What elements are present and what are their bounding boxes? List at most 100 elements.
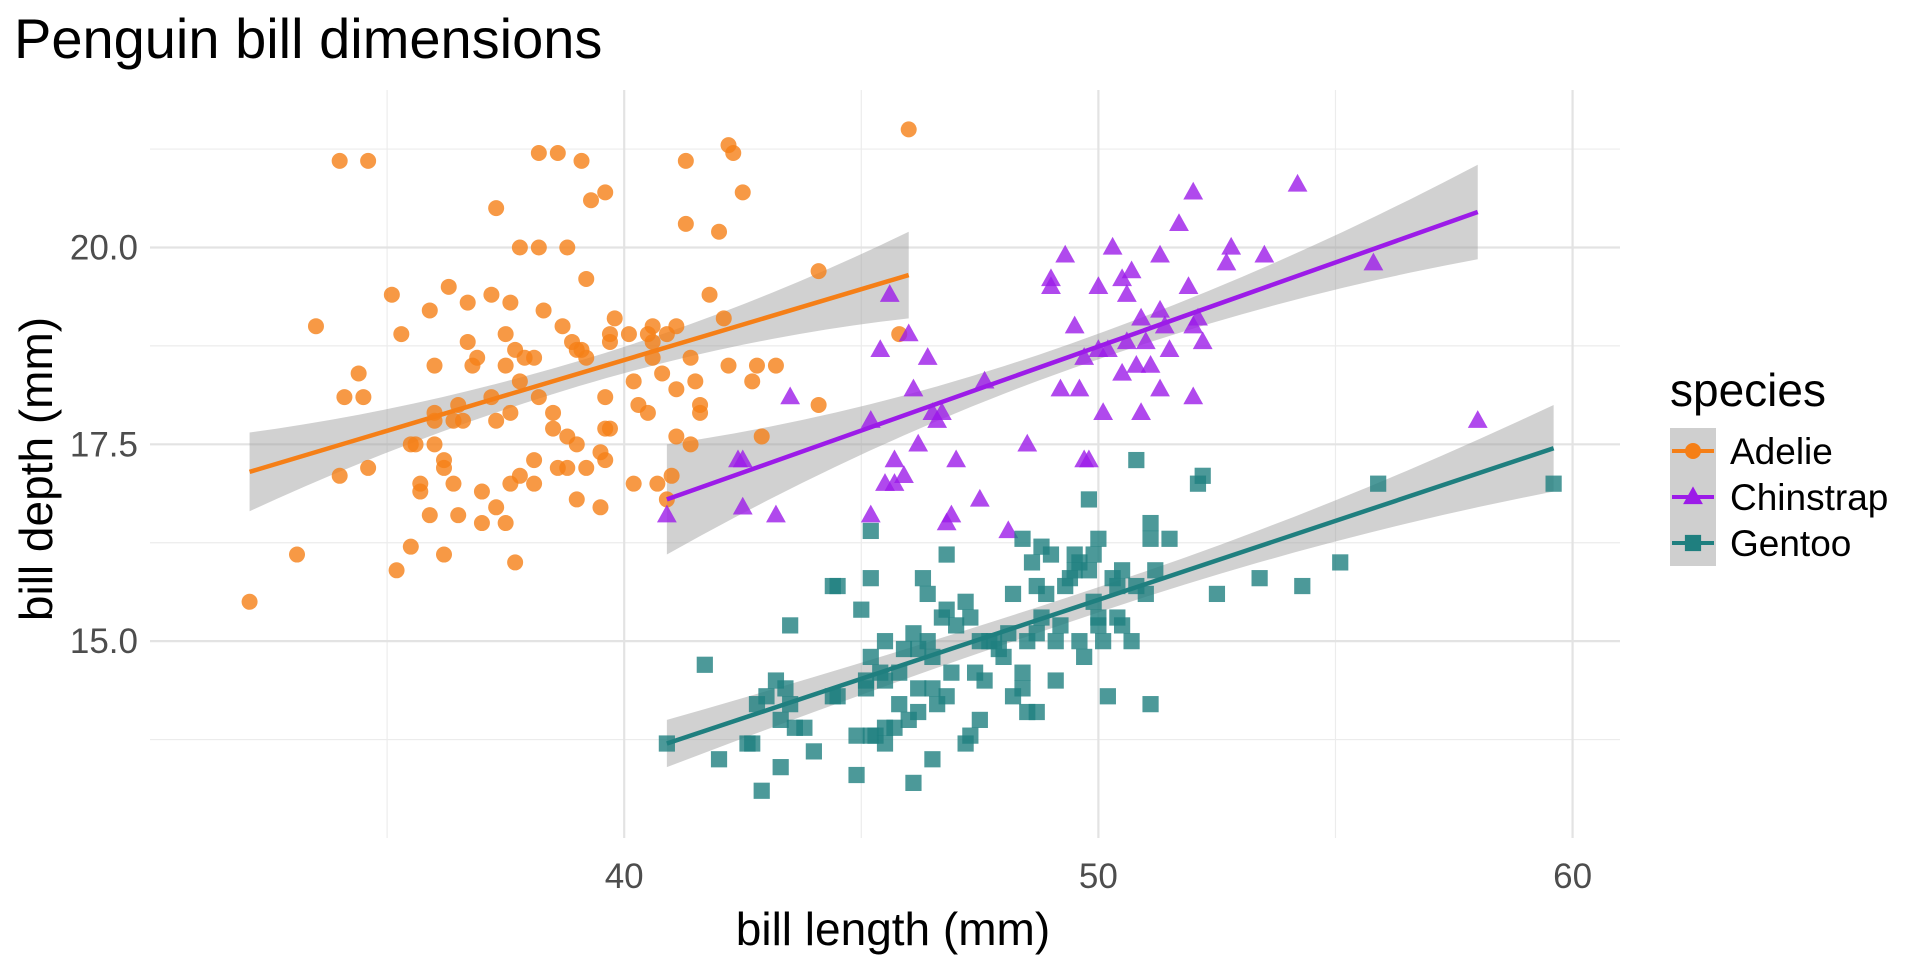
adelie-point (511, 467, 528, 484)
legend-label-adelie: Adelie (1730, 431, 1833, 472)
adelie-point (241, 593, 258, 610)
chinstrap-point (1074, 347, 1095, 365)
chinstrap-point (1112, 362, 1132, 381)
chinstrap-point (1041, 268, 1061, 287)
chinstrap-point (908, 433, 929, 452)
gentoo-point (1095, 633, 1112, 650)
data-points (241, 121, 1562, 799)
adelie-point (526, 475, 543, 492)
adelie-point (350, 365, 367, 382)
gentoo-point (696, 656, 713, 673)
gentoo-point (976, 672, 993, 689)
adelie-point (488, 200, 505, 217)
gentoo-point (1545, 475, 1562, 492)
adelie-point (535, 302, 552, 319)
legend-key-marker-adelie (1685, 443, 1701, 459)
gentoo-point (796, 719, 813, 736)
adelie-point (734, 184, 751, 201)
adelie-point (436, 459, 452, 476)
adelie-point (601, 333, 618, 350)
gentoo-point (805, 743, 822, 760)
adelie-point (331, 152, 348, 169)
x-axis-ticks: 40 50 60 (605, 857, 1592, 896)
adelie-point (355, 389, 372, 406)
gentoo-point (905, 625, 922, 642)
gentoo-point (1251, 570, 1268, 587)
adelie-point (497, 326, 514, 343)
gentoo-point (971, 711, 988, 728)
gentoo-point (900, 711, 917, 728)
adelie-point (445, 475, 462, 492)
gentoo-point (919, 633, 936, 650)
chinstrap-point (870, 339, 891, 358)
adelie-point (526, 452, 543, 469)
gentoo-point (957, 593, 974, 610)
adelie-point (402, 538, 419, 555)
adelie-point (720, 137, 737, 154)
gentoo-point (1123, 633, 1140, 650)
adelie-point (639, 404, 656, 421)
adelie-point (620, 326, 637, 343)
adelie-point (682, 349, 699, 366)
chinstrap-point (1169, 213, 1189, 232)
gentoo-point (848, 727, 865, 744)
gentoo-point (914, 570, 932, 587)
gentoo-point (1038, 585, 1055, 603)
gentoo-point (1147, 562, 1164, 579)
adelie-point (559, 459, 576, 476)
adelie-regression-line (248, 272, 910, 475)
adelie-point (412, 483, 429, 500)
adelie-point (450, 507, 467, 524)
adelie-point (692, 404, 709, 421)
adelie-point (668, 381, 685, 398)
gentoo-point (777, 680, 794, 697)
gentoo-point (876, 735, 894, 752)
chinstrap-point (1150, 378, 1170, 397)
chinstrap-point (1287, 173, 1308, 192)
adelie-point (526, 349, 543, 366)
chinstrap-point (1064, 315, 1085, 334)
chinstrap-point (969, 488, 990, 507)
adelie-point (715, 310, 732, 327)
chinstrap-point (1467, 410, 1488, 428)
gentoo-point (876, 672, 894, 689)
gentoo-point (962, 609, 979, 626)
chinstrap-point (884, 449, 905, 468)
gentoo-point (886, 719, 903, 736)
gentoo-point (1142, 696, 1159, 713)
gentoo-point (910, 680, 927, 697)
x-tick-label: 50 (1079, 857, 1118, 896)
x-axis-title: bill length (mm) (736, 903, 1050, 955)
adelie-point (507, 554, 524, 571)
adelie-point (625, 373, 642, 390)
legend-title: species (1670, 364, 1826, 416)
adelie-point (568, 491, 585, 508)
adelie-point (497, 515, 514, 532)
adelie-point (682, 436, 699, 453)
adelie-point (573, 152, 590, 169)
chinstrap-point (1188, 307, 1208, 326)
chinstrap-point (1088, 276, 1109, 295)
chinstrap-point (998, 520, 1019, 539)
chinstrap-point (1221, 236, 1242, 255)
adelie-point (900, 121, 917, 138)
gentoo-point (948, 617, 965, 634)
chinstrap-point (946, 449, 967, 468)
gentoo-point (905, 774, 922, 791)
gentoo-point (772, 759, 789, 776)
gentoo-point (943, 664, 960, 681)
chinstrap-point (1150, 244, 1170, 263)
adelie-point (578, 349, 595, 366)
adelie-point (554, 318, 571, 335)
chinstrap-point (1216, 252, 1237, 271)
gentoo-point (1004, 585, 1022, 603)
gentoo-point (1028, 703, 1045, 721)
chinstrap-point (1116, 331, 1137, 350)
chinstrap-point (1363, 252, 1384, 271)
gentoo-point (1208, 585, 1226, 603)
adelie-point (654, 365, 671, 382)
adelie-point (426, 436, 443, 453)
adelie-point (436, 546, 452, 563)
adelie-point (668, 318, 685, 335)
gentoo-point (1332, 554, 1349, 571)
